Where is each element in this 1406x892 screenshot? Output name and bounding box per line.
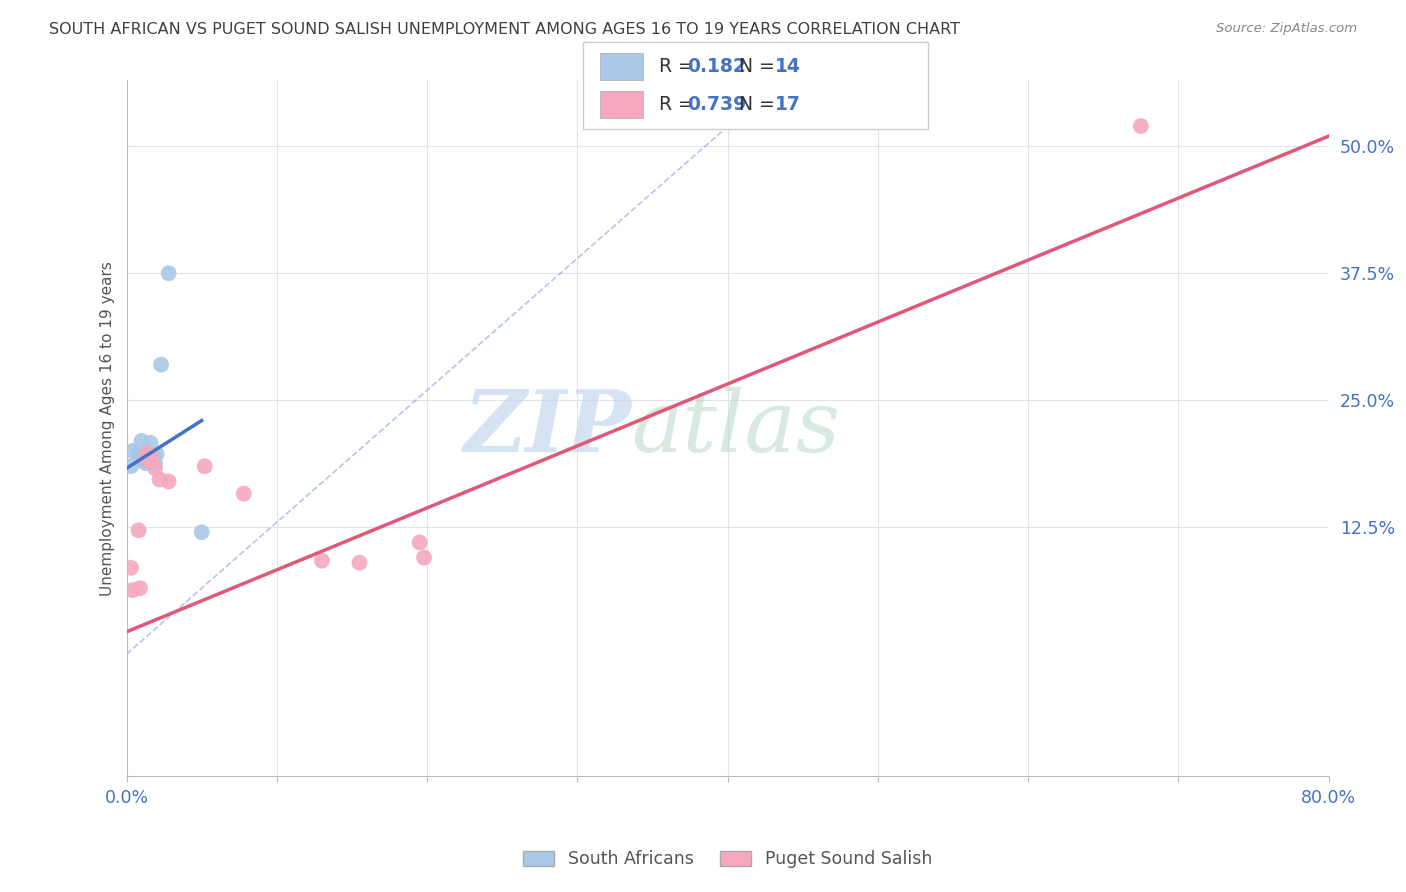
- Text: atlas: atlas: [631, 387, 841, 469]
- Point: [138, 447, 160, 461]
- Text: ZIP: ZIP: [464, 386, 631, 470]
- Point: [413, 550, 436, 565]
- Point: [136, 446, 159, 460]
- Point: [408, 535, 430, 549]
- Text: R =: R =: [659, 57, 700, 76]
- Text: Source: ZipAtlas.com: Source: ZipAtlas.com: [1216, 22, 1357, 36]
- Point: [311, 554, 333, 568]
- Point: [128, 446, 150, 460]
- Legend: South Africans, Puget Sound Salish: South Africans, Puget Sound Salish: [516, 843, 939, 875]
- Point: [232, 486, 254, 500]
- Point: [143, 461, 166, 475]
- Point: [143, 456, 166, 470]
- Point: [129, 581, 152, 595]
- Text: R =: R =: [659, 95, 700, 114]
- Point: [194, 459, 217, 474]
- Point: [145, 447, 167, 461]
- Point: [1129, 119, 1152, 133]
- Point: [157, 475, 180, 489]
- Point: [190, 525, 212, 540]
- Y-axis label: Unemployment Among Ages 16 to 19 years: Unemployment Among Ages 16 to 19 years: [100, 260, 115, 596]
- Point: [141, 452, 163, 467]
- Text: 14: 14: [775, 57, 800, 76]
- Point: [139, 436, 162, 450]
- Point: [349, 556, 371, 570]
- Point: [150, 358, 173, 372]
- Text: SOUTH AFRICAN VS PUGET SOUND SALISH UNEMPLOYMENT AMONG AGES 16 TO 19 YEARS CORRE: SOUTH AFRICAN VS PUGET SOUND SALISH UNEM…: [49, 22, 960, 37]
- Point: [135, 452, 157, 467]
- Point: [131, 434, 153, 448]
- Point: [142, 450, 165, 464]
- Text: 17: 17: [775, 95, 800, 114]
- Point: [120, 561, 142, 575]
- Point: [121, 444, 143, 458]
- Point: [132, 454, 155, 468]
- Point: [157, 266, 180, 280]
- Text: N =: N =: [727, 57, 780, 76]
- Point: [128, 523, 150, 537]
- Text: 0.182: 0.182: [688, 57, 747, 76]
- Point: [149, 473, 172, 487]
- Point: [135, 456, 157, 470]
- Point: [121, 583, 143, 598]
- Point: [120, 459, 142, 474]
- Text: N =: N =: [727, 95, 780, 114]
- Text: 0.739: 0.739: [688, 95, 747, 114]
